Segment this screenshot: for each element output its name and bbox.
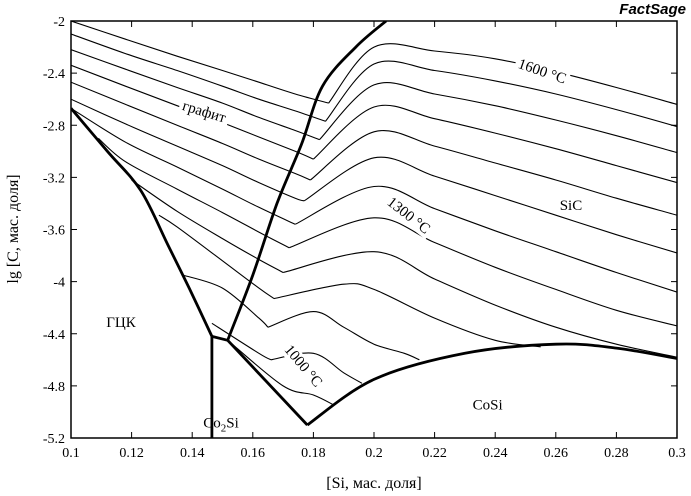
isotherm-line [158, 214, 275, 300]
isotherm-line [71, 21, 329, 104]
x-tick-label: 0.18 [301, 446, 326, 461]
x-tick-label: 0.1 [62, 446, 80, 461]
y-tick-label: -2 [53, 15, 65, 30]
region-annotation: 1000 °C [281, 342, 325, 390]
isotherm-line [328, 43, 677, 105]
region-annotation: 1600 °C [516, 56, 568, 87]
y-tick-label: -3.2 [43, 171, 65, 186]
annotation-backing [278, 339, 327, 393]
isotherm-line [313, 104, 677, 184]
region-annotation: ГЦК [106, 315, 137, 331]
isotherm-line [227, 339, 335, 406]
y-tick-label: -4.4 [43, 328, 65, 343]
isotherm-line [267, 311, 420, 361]
y-tick-label: -5.2 [43, 432, 65, 447]
x-axis-title: [Si, мас. доля] [326, 475, 422, 492]
region-annotation: CoSi [473, 397, 503, 413]
phase-boundary-line [306, 342, 677, 427]
phase-boundaries-layer [71, 21, 677, 438]
x-tick-label: 0.12 [119, 446, 144, 461]
isotherm-line [310, 130, 677, 216]
phase-boundary-line [226, 21, 388, 341]
axis-ticks: 0.1 0.12 0.14 0.16 0.18 0.2 0.22 0.24 0.26 0.28 0.… [43, 15, 686, 461]
isotherm-line [304, 156, 677, 254]
isotherm-line [289, 217, 677, 327]
curves-layer [71, 21, 677, 406]
isotherm-line [71, 49, 320, 141]
x-tick-label: 0.28 [604, 446, 629, 461]
phase-boundary-line [226, 339, 309, 426]
isotherm-line [97, 137, 290, 249]
isotherm-line [71, 98, 305, 202]
x-tick-label: 0.16 [241, 446, 266, 461]
isotherm-line [325, 60, 677, 128]
y-tick-label: -4 [53, 276, 65, 291]
isotherm-line [294, 185, 677, 293]
isotherm-line [273, 283, 541, 348]
y-tick-label: -2.4 [43, 67, 65, 82]
x-tick-label: 0.14 [180, 446, 205, 461]
isotherm-line [319, 82, 677, 154]
co2si-region-label: Co2Si [203, 416, 239, 435]
isotherm-line [71, 107, 296, 225]
isotherm-line [131, 179, 284, 273]
isotherm-line [211, 322, 272, 361]
y-tick-label: -3.6 [43, 224, 65, 239]
y-tick-label: -4.8 [43, 380, 65, 395]
phase-boundary-line [71, 107, 214, 337]
isotherm-line [282, 251, 677, 358]
y-axis-title: lg [C, мас. доля] [5, 174, 22, 283]
x-tick-label: 0.26 [544, 446, 569, 461]
annotation-backing [381, 192, 436, 240]
x-tick-label: 0.22 [422, 446, 447, 461]
x-tick-label: 0.3 [668, 446, 686, 461]
x-tick-label: 0.2 [365, 446, 383, 461]
factsage-brand: FactSage [619, 1, 686, 18]
isotherm-line [71, 33, 326, 122]
phase-boundary-line [211, 335, 229, 342]
annotation-backing [512, 55, 571, 89]
region-annotation: SiC [560, 198, 583, 214]
region-annotation: 1300 °C [384, 194, 433, 237]
isotherm-line [71, 81, 311, 181]
annotation-backing [556, 197, 586, 214]
annotation-backing [177, 97, 231, 128]
annotation-backing [103, 315, 140, 332]
y-tick-label: -2.8 [43, 119, 65, 134]
x-tick-label: 0.24 [483, 446, 508, 461]
annotation-backing [469, 397, 506, 414]
